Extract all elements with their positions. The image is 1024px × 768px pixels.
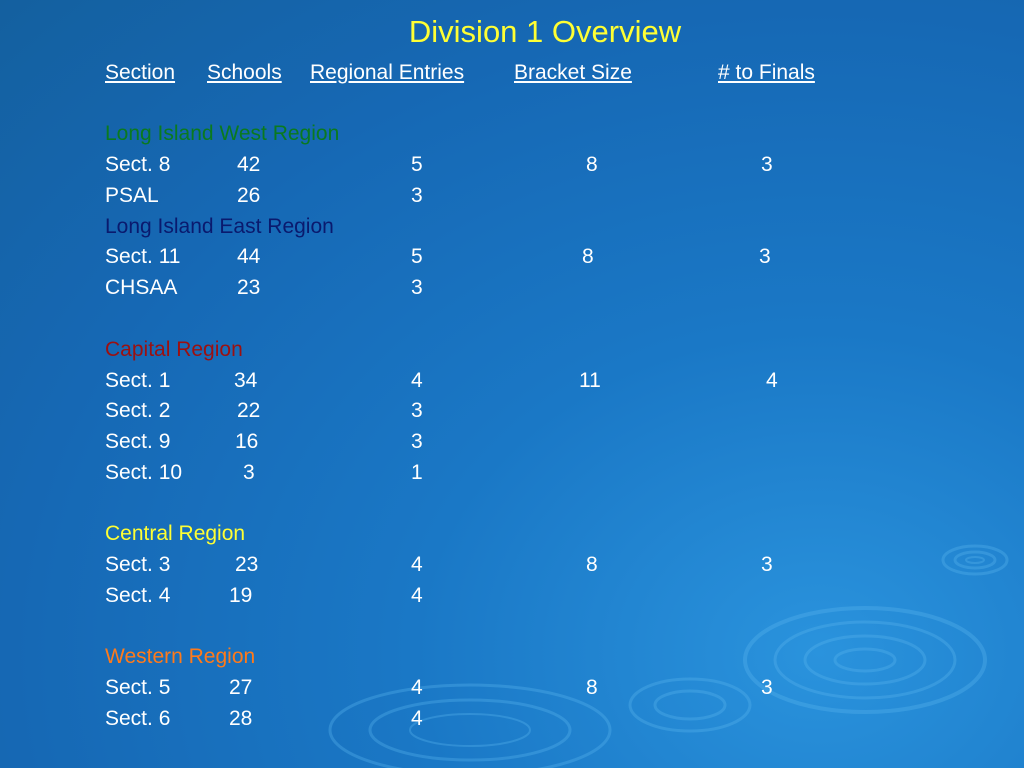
- table-row: Sect. 4 19 4: [0, 581, 1024, 611]
- cell-schools: 23: [237, 276, 261, 299]
- cell-entries: 3: [411, 399, 423, 422]
- cell-schools: 22: [237, 399, 261, 422]
- cell-bracket: 8: [582, 245, 594, 268]
- cell-schools: 28: [229, 707, 253, 730]
- cell-entries: 4: [411, 707, 423, 730]
- cell-section: Sect. 10: [105, 461, 183, 484]
- cell-entries: 1: [411, 461, 423, 484]
- cell-finals: 3: [761, 553, 773, 576]
- cell-entries: 4: [411, 676, 423, 699]
- region-central: Central Region: [105, 522, 246, 545]
- region-western: Western Region: [105, 645, 256, 668]
- cell-section: Sect. 8: [105, 153, 171, 176]
- cell-finals: 4: [766, 369, 778, 392]
- cell-schools: 23: [235, 553, 259, 576]
- cell-bracket: 8: [586, 676, 598, 699]
- cell-bracket: 8: [586, 153, 598, 176]
- cell-section: Sect. 5: [105, 676, 171, 699]
- cell-schools: 44: [237, 245, 261, 268]
- table-row: Sect. 9 16 3: [0, 427, 1024, 457]
- table-row: Sect. 5 27 4 8 3: [0, 673, 1024, 703]
- table-row: Sect. 2 22 3: [0, 396, 1024, 426]
- cell-section: PSAL: [105, 184, 159, 207]
- region-long-island-west: Long Island West Region: [105, 122, 340, 145]
- header-bracket-size: Bracket Size: [514, 61, 632, 84]
- cell-section: Sect. 2: [105, 399, 171, 422]
- header-to-finals: # to Finals: [718, 61, 815, 84]
- cell-section: Sect. 9: [105, 430, 171, 453]
- cell-schools: 26: [237, 184, 261, 207]
- cell-section: Sect. 1: [105, 369, 171, 392]
- cell-section: CHSAA: [105, 276, 178, 299]
- cell-section: Sect. 3: [105, 553, 171, 576]
- table-row: Sect. 10 3 1: [0, 458, 1024, 488]
- cell-finals: 3: [761, 153, 773, 176]
- cell-schools: 19: [229, 584, 253, 607]
- cell-entries: 3: [411, 184, 423, 207]
- header-regional-entries: Regional Entries: [310, 61, 465, 84]
- table-row: Sect. 8 42 5 8 3: [0, 150, 1024, 180]
- cell-entries: 3: [411, 430, 423, 453]
- table-row: CHSAA 23 3: [0, 273, 1024, 303]
- cell-bracket: 11: [579, 369, 601, 392]
- cell-section: Sect. 4: [105, 584, 171, 607]
- cell-entries: 5: [411, 245, 423, 268]
- header-schools: Schools: [207, 61, 282, 84]
- cell-entries: 4: [411, 553, 423, 576]
- cell-entries: 5: [411, 153, 423, 176]
- region-long-island-east: Long Island East Region: [105, 215, 334, 238]
- table-row: Sect. 1 34 4 11 4: [0, 366, 1024, 396]
- cell-schools: 3: [243, 461, 255, 484]
- table-row: Sect. 3 23 4 8 3: [0, 550, 1024, 580]
- cell-finals: 3: [759, 245, 771, 268]
- cell-entries: 4: [411, 584, 423, 607]
- cell-schools: 16: [235, 430, 259, 453]
- cell-schools: 42: [237, 153, 261, 176]
- cell-finals: 3: [761, 676, 773, 699]
- cell-schools: 34: [234, 369, 258, 392]
- cell-section: Sect. 11: [105, 245, 181, 268]
- cell-entries: 3: [411, 276, 423, 299]
- table-row: Sect. 11 44 5 8 3: [0, 242, 1024, 272]
- header-section: Section: [105, 61, 176, 84]
- cell-schools: 27: [229, 676, 253, 699]
- table-row: Sect. 6 28 4: [0, 704, 1024, 734]
- cell-bracket: 8: [586, 553, 598, 576]
- cell-section: Sect. 6: [105, 707, 171, 730]
- table-row: PSAL 26 3: [0, 181, 1024, 211]
- cell-entries: 4: [411, 369, 423, 392]
- slide-title: Division 1 Overview: [408, 14, 682, 49]
- region-capital: Capital Region: [105, 338, 243, 361]
